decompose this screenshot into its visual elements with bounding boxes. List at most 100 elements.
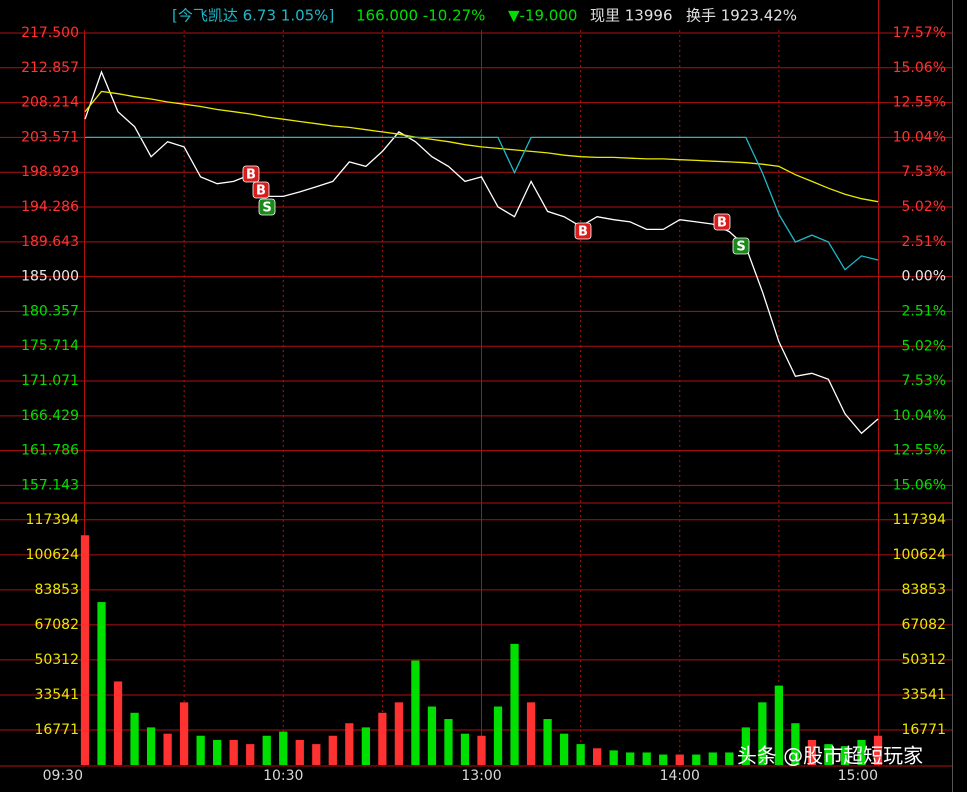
volume-bar [493,706,503,765]
y2-tick-label: 83853 [901,582,946,598]
volume-bar [361,727,370,765]
signal-badge [252,181,270,199]
volume-bar [246,744,255,765]
volume-bar [692,754,701,765]
volume-bar [130,712,139,765]
volume-bar [328,735,337,765]
volume-bar [146,727,156,765]
signal-badge [713,213,731,231]
y2-tick-label: 17.57% [893,25,946,41]
y2-tick-label: 5.02% [902,338,946,354]
turnover: 换手 1923.42% [686,7,797,25]
watermark: 头条 @股市超短玩家 [737,744,923,768]
signal-label: B [246,168,256,183]
y-tick-label: 83853 [34,582,79,598]
volume-bar [427,706,437,765]
volume-bar [642,752,651,765]
y-tick-label: 166.429 [21,408,79,424]
y-tick-label: 175.714 [21,338,79,354]
volume-bar [163,733,172,765]
volume-bar [857,739,866,765]
y2-tick-label: 12.55% [893,443,946,459]
y-tick-label: 16771 [34,722,79,738]
y2-tick-label: 50312 [901,652,946,668]
compare-stock: [今飞凯达 6.73 1.05%] [172,7,334,25]
y-tick-label: 157.143 [21,477,79,493]
y2-tick-label: 12.55% [893,95,946,111]
volume-bar [295,739,304,765]
volume-bar [394,702,404,765]
y2-tick-label: 16771 [901,722,946,738]
volume-bar [807,739,817,765]
y2-tick-label: 5.02% [902,199,946,215]
price-line [84,90,879,203]
y-tick-label: 67082 [34,617,79,633]
y-tick-label: 212.857 [21,60,79,76]
y2-tick-label: 7.53% [902,164,946,180]
y2-tick-label: 10.04% [893,408,946,424]
volume-bar [840,746,850,765]
y-tick-label: 208.214 [21,95,79,111]
volume-bar [113,681,123,765]
x-tick-label: 09:30 [43,768,83,784]
change: ▼-19.000 [508,7,577,25]
y-tick-label: 161.786 [21,443,79,459]
volume-bar [609,750,618,765]
volume-bar [279,731,288,765]
volume-bar [725,752,734,765]
x-tick-label: 13:00 [461,768,501,784]
y2-tick-label: 7.53% [902,373,946,389]
volume-bar [659,754,668,765]
signal-badge [574,222,592,240]
y-tick-label: 189.643 [21,234,79,250]
volume-bar [675,754,684,765]
volume-bar [460,733,470,765]
volume-bar [576,744,585,765]
volume-bar [559,733,569,765]
y-tick-label: 185.000 [21,269,79,285]
volume-bar [626,752,635,765]
y-tick-label: 198.929 [21,164,79,180]
y2-tick-label: 2.51% [902,234,946,250]
signal-label: S [262,201,271,216]
volume-bar [774,685,784,765]
signal-badge [258,198,276,216]
price: 166.000 -10.27% [356,7,485,25]
signal-label: B [578,225,588,240]
volume-bar [179,702,189,765]
volume-bar [708,752,717,765]
volume-bar [791,723,800,765]
volume-bar [229,739,238,765]
y2-tick-label: 15.06% [893,60,946,76]
y2-tick-label: 0.00% [902,269,946,285]
signal-badge [732,237,750,255]
y2-tick-label: 117394 [893,512,947,528]
y2-tick-label: 2.51% [902,303,946,319]
y-tick-label: 217.500 [21,25,79,41]
volume-bar [526,702,536,765]
volume-bar [543,719,552,765]
y-tick-label: 100624 [26,547,80,563]
signal-label: B [256,184,266,199]
volume-bar [262,735,271,765]
volume-bar [510,643,519,765]
volume-now: 现里 13996 [590,7,673,25]
signal-label: S [736,240,745,255]
volume-bar [758,702,767,765]
y2-tick-label: 100624 [893,547,947,563]
price-line [85,136,879,271]
volume-bar [824,744,833,765]
y-tick-label: 203.571 [21,129,79,145]
x-tick-label: 10:30 [263,768,303,784]
y-tick-label: 171.071 [21,373,79,389]
y2-tick-label: 15.06% [893,478,946,494]
volume-bar [97,602,106,765]
volume-bar [873,735,883,765]
volume-bar [213,739,222,765]
volume-bar [477,735,486,765]
volume-bar [196,735,205,765]
volume-bar [80,535,90,765]
